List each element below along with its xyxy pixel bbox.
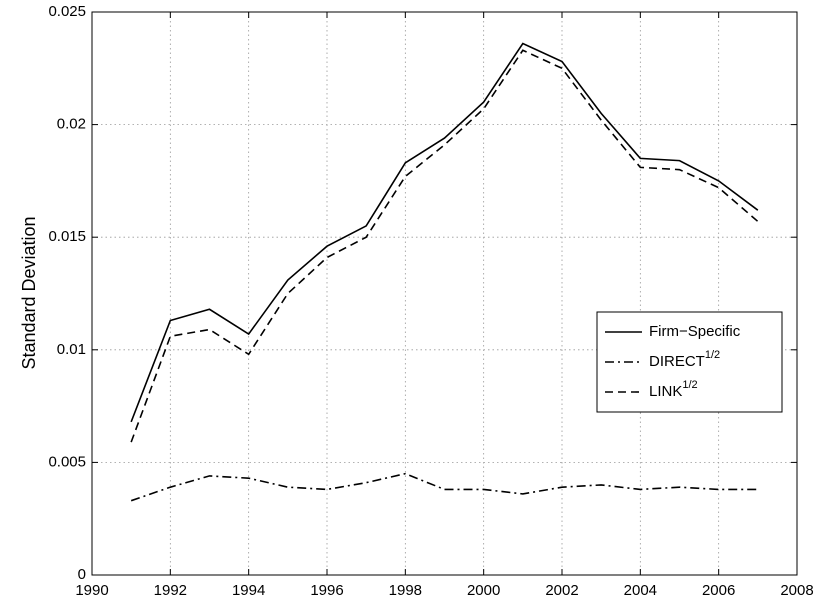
x-tick-label: 2000 bbox=[467, 582, 500, 599]
series-line bbox=[130, 49, 759, 443]
y-tick-label: 0.025 bbox=[48, 3, 86, 20]
x-tick-label: 2008 bbox=[780, 582, 813, 599]
legend-label: Firm−Specific bbox=[649, 323, 741, 340]
legend-label: DIRECT1/2 bbox=[649, 349, 720, 370]
plot-frame bbox=[91, 11, 798, 576]
series-line bbox=[130, 42, 759, 423]
x-tick-label: 2006 bbox=[702, 582, 735, 599]
x-tick-label: 1998 bbox=[389, 582, 422, 599]
y-tick-label: 0.005 bbox=[48, 453, 86, 470]
y-axis-label: Standard Deviation bbox=[19, 216, 39, 369]
legend-name: LINK bbox=[649, 383, 682, 400]
legend-name: DIRECT bbox=[649, 353, 705, 370]
legend-name: Firm−Specific bbox=[649, 323, 741, 340]
y-tick-label: 0.01 bbox=[57, 341, 86, 358]
legend-superscript: 1/2 bbox=[705, 349, 720, 361]
legend-label: LINK1/2 bbox=[649, 379, 698, 400]
series-line bbox=[130, 472, 758, 502]
y-tick-label: 0 bbox=[78, 566, 86, 583]
x-tick-label: 2004 bbox=[624, 582, 657, 599]
x-tick-label: 1990 bbox=[75, 582, 108, 599]
y-tick-label: 0.015 bbox=[48, 228, 86, 245]
y-tick-label: 0.02 bbox=[57, 116, 86, 133]
x-tick-label: 1992 bbox=[154, 582, 187, 599]
x-tick-label: 1996 bbox=[310, 582, 343, 599]
x-tick-label: 1994 bbox=[232, 582, 265, 599]
legend-superscript: 1/2 bbox=[682, 379, 697, 391]
x-tick-label: 2002 bbox=[545, 582, 578, 599]
